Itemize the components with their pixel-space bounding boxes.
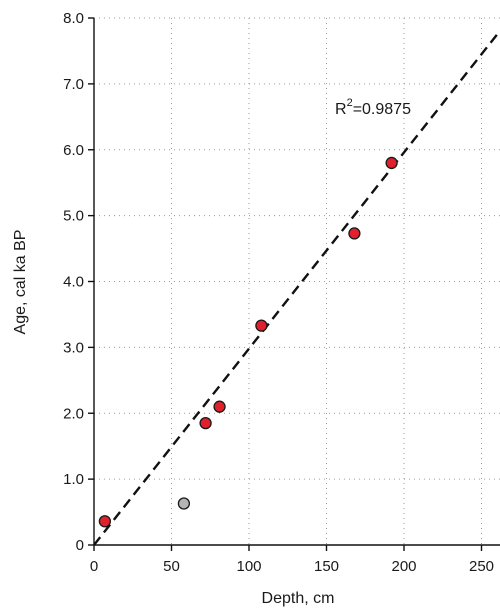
x-axis-title: Depth, cm — [262, 590, 335, 607]
data-points — [98, 156, 398, 528]
y-tick-label: 8.0 — [63, 10, 84, 27]
y-tick-label: 3.0 — [63, 339, 84, 356]
data-point — [177, 497, 191, 510]
x-tick-label: 50 — [163, 558, 180, 575]
axis-ticks: 0 50 100 150 200 250 0 1.0 2.0 3.0 4.0 5.0 6.0 7.0 8.0 — [63, 10, 494, 575]
r-squared-value: =0.9875 — [353, 101, 411, 118]
y-tick-label: 0 — [76, 537, 84, 554]
data-point — [213, 400, 226, 413]
data-point — [255, 319, 268, 332]
y-tick-label: 2.0 — [63, 405, 84, 422]
x-tick-label: 250 — [469, 558, 494, 575]
data-point — [199, 416, 212, 430]
y-axis-title: Age, cal ka BP — [12, 230, 29, 335]
x-tick-label: 0 — [90, 558, 98, 575]
y-tick-label: 4.0 — [63, 274, 84, 291]
y-tick-label: 1.0 — [63, 471, 84, 488]
x-tick-label: 150 — [314, 558, 339, 575]
r-squared-base: R — [335, 101, 347, 118]
trendline — [94, 33, 498, 545]
data-point — [98, 515, 111, 528]
x-tick-label: 200 — [391, 558, 416, 575]
data-point — [385, 156, 398, 170]
r-squared-label: R2=0.9875 — [335, 97, 411, 118]
data-point — [348, 227, 361, 240]
r-squared-exponent: 2 — [347, 97, 353, 109]
y-tick-label: 7.0 — [63, 76, 84, 93]
y-tick-label: 6.0 — [63, 142, 84, 159]
y-tick-label: 5.0 — [63, 208, 84, 225]
x-tick-label: 100 — [236, 558, 261, 575]
